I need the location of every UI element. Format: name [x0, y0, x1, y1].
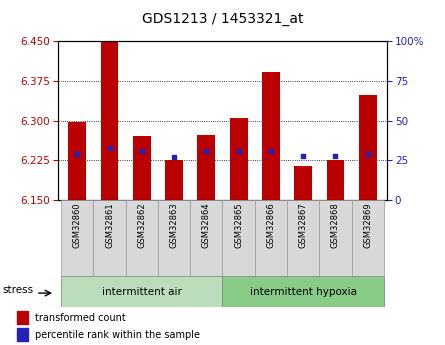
Point	[267, 148, 275, 154]
Bar	[262, 72, 280, 200]
Bar	[255, 200, 287, 276]
Text: GSM32862: GSM32862	[138, 203, 146, 248]
Bar	[190, 200, 222, 276]
Bar	[287, 200, 320, 276]
Point	[203, 148, 210, 154]
Bar	[158, 200, 190, 276]
Text: GSM32865: GSM32865	[234, 203, 243, 248]
Point	[106, 146, 113, 151]
Point	[138, 148, 146, 154]
Text: percentile rank within the sample: percentile rank within the sample	[35, 330, 199, 340]
Bar	[133, 136, 151, 200]
Point	[235, 149, 242, 154]
Bar	[198, 135, 215, 200]
Point	[332, 154, 339, 159]
Point	[74, 151, 81, 157]
Bar	[352, 200, 384, 276]
Bar	[17, 328, 28, 341]
Bar	[230, 118, 247, 200]
Text: GSM32867: GSM32867	[299, 203, 307, 248]
Text: GSM32868: GSM32868	[331, 203, 340, 248]
Bar	[61, 200, 93, 276]
Bar	[125, 200, 158, 276]
Bar	[359, 95, 376, 200]
Point	[170, 154, 178, 159]
Bar	[222, 276, 384, 307]
Text: stress: stress	[3, 285, 34, 295]
Bar	[93, 200, 125, 276]
Point	[299, 154, 307, 159]
Point	[364, 151, 371, 156]
Bar	[165, 160, 183, 200]
Text: GSM32861: GSM32861	[105, 203, 114, 248]
Text: transformed count: transformed count	[35, 313, 125, 323]
Text: GSM32866: GSM32866	[267, 203, 275, 248]
Bar	[320, 200, 352, 276]
Bar	[101, 41, 118, 200]
Bar	[327, 160, 344, 200]
Text: GSM32869: GSM32869	[363, 203, 372, 248]
Text: GSM32864: GSM32864	[202, 203, 211, 248]
Bar	[69, 122, 86, 200]
Bar	[61, 276, 222, 307]
Text: intermittent hypoxia: intermittent hypoxia	[250, 287, 357, 296]
Bar	[294, 166, 312, 200]
Bar	[222, 200, 255, 276]
Text: GSM32860: GSM32860	[73, 203, 82, 248]
Text: intermittent air: intermittent air	[102, 287, 182, 296]
Text: GDS1213 / 1453321_at: GDS1213 / 1453321_at	[142, 12, 303, 26]
Bar	[17, 311, 28, 324]
Text: GSM32863: GSM32863	[170, 203, 178, 248]
